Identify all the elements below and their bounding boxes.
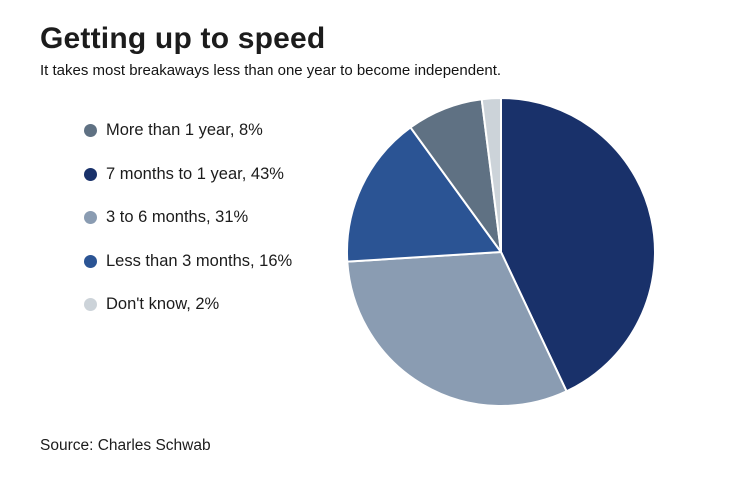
pie-slice bbox=[480, 96, 502, 253]
source-note: Source: Charles Schwab bbox=[40, 437, 211, 454]
legend-item-label: 7 months to 1 year, 43% bbox=[106, 164, 284, 183]
legend-item: 7 months to 1 year, 43% bbox=[84, 164, 292, 185]
chart-title: Getting up to speed bbox=[40, 22, 326, 55]
legend: More than 1 year, 8% 7 months to 1 year, … bbox=[84, 120, 292, 338]
legend-item-label: More than 1 year, 8% bbox=[106, 121, 263, 139]
pie-slice bbox=[346, 251, 568, 407]
legend-swatch-circle-icon bbox=[84, 167, 97, 181]
legend-item: More than 1 year, 8% bbox=[84, 120, 292, 141]
pie-slice bbox=[345, 126, 502, 263]
legend-item-label: Less than 3 months, 16% bbox=[106, 251, 293, 270]
legend-item: 3 to 6 months, 31% bbox=[84, 207, 292, 228]
legend-swatch-circle-icon bbox=[84, 124, 97, 137]
legend-swatch-circle-icon bbox=[84, 254, 97, 268]
legend-swatch-circle-icon bbox=[84, 298, 97, 311]
legend-item: Don't know, 2% bbox=[84, 294, 292, 315]
legend-item-label: 3 to 6 months, 31% bbox=[106, 208, 249, 226]
legend-item: Less than 3 months, 16% bbox=[84, 251, 292, 272]
legend-item-label: Don't know, 2% bbox=[106, 295, 220, 313]
legend-swatch-circle-icon bbox=[84, 211, 97, 224]
pie-slice bbox=[500, 97, 656, 393]
chart-subtitle: It takes most breakaways less than one y… bbox=[40, 62, 502, 79]
pie-chart bbox=[345, 96, 656, 407]
